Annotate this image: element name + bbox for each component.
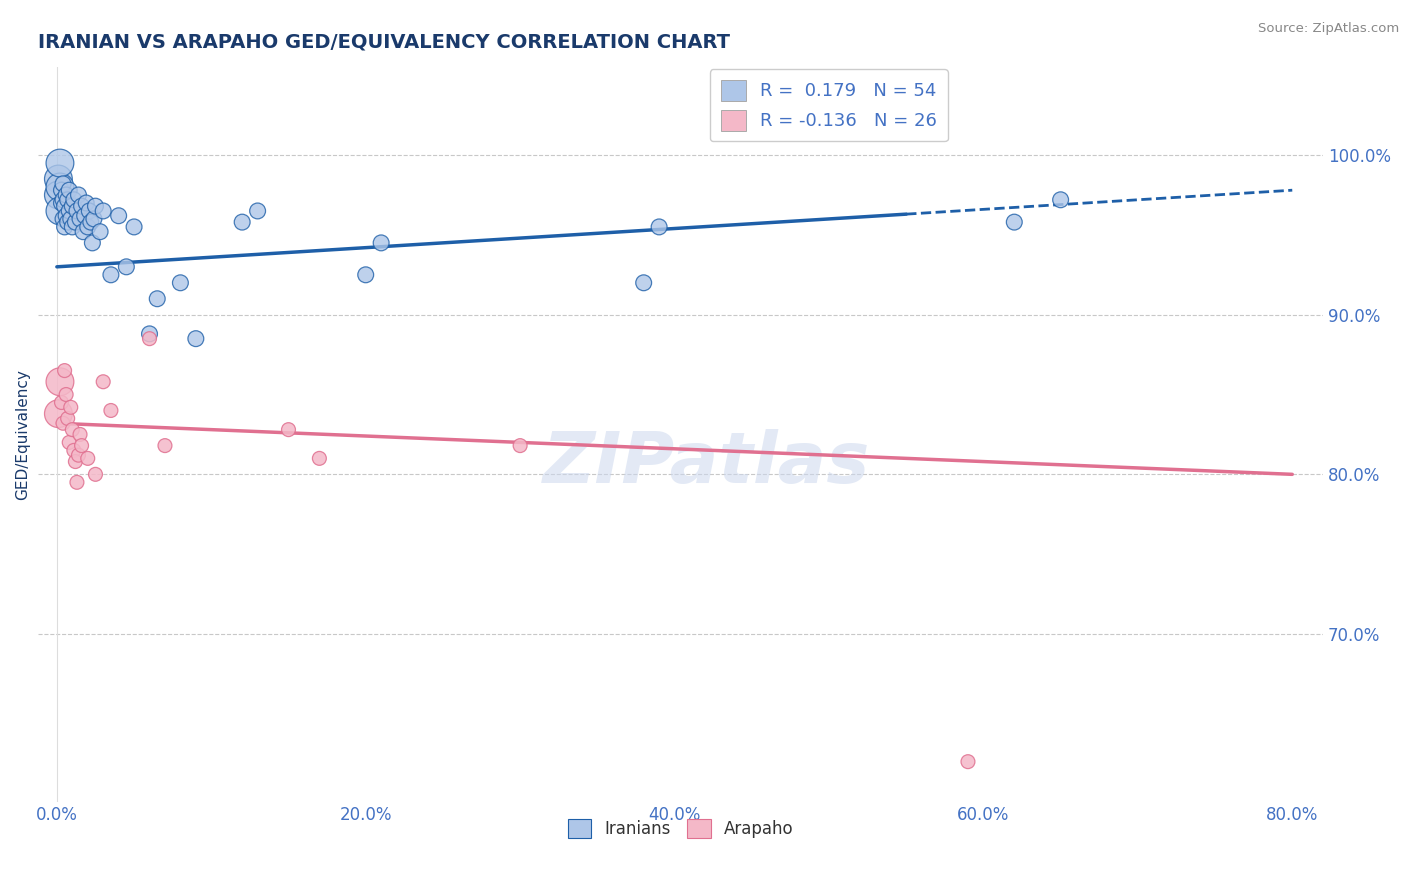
Point xyxy=(72,225,94,239)
Point xyxy=(48,188,70,202)
Point xyxy=(65,215,87,229)
Text: Source: ZipAtlas.com: Source: ZipAtlas.com xyxy=(1258,22,1399,36)
Point xyxy=(1002,215,1025,229)
Point xyxy=(76,451,98,466)
Point xyxy=(70,439,93,453)
Point xyxy=(63,193,86,207)
Point xyxy=(49,180,72,194)
Point xyxy=(509,439,531,453)
Point xyxy=(56,411,79,425)
Point xyxy=(49,375,72,389)
Point xyxy=(91,203,114,218)
Point xyxy=(48,172,70,186)
Point xyxy=(52,177,75,191)
Point xyxy=(84,467,107,482)
Legend: Iranians, Arapaho: Iranians, Arapaho xyxy=(561,812,800,845)
Y-axis label: GED/Equivalency: GED/Equivalency xyxy=(15,369,30,500)
Point xyxy=(146,292,169,306)
Text: ZIPatlas: ZIPatlas xyxy=(543,429,870,499)
Point xyxy=(52,211,75,226)
Point xyxy=(107,209,129,223)
Point xyxy=(84,199,107,213)
Text: IRANIAN VS ARAPAHO GED/EQUIVALENCY CORRELATION CHART: IRANIAN VS ARAPAHO GED/EQUIVALENCY CORRE… xyxy=(38,33,730,52)
Point xyxy=(91,375,114,389)
Point xyxy=(169,276,191,290)
Point xyxy=(138,326,160,341)
Point xyxy=(67,448,90,462)
Point xyxy=(370,235,392,250)
Point xyxy=(1049,193,1071,207)
Point xyxy=(79,203,101,218)
Point xyxy=(956,755,979,769)
Point xyxy=(83,211,105,226)
Point xyxy=(122,219,145,234)
Point xyxy=(69,211,91,226)
Point xyxy=(63,443,86,458)
Point xyxy=(100,268,122,282)
Point xyxy=(56,215,79,229)
Point xyxy=(55,387,77,401)
Point xyxy=(55,209,77,223)
Point xyxy=(59,211,82,226)
Point xyxy=(100,403,122,417)
Point xyxy=(308,451,330,466)
Point xyxy=(138,332,160,346)
Point xyxy=(55,188,77,202)
Point xyxy=(633,276,655,290)
Point xyxy=(58,435,80,450)
Point xyxy=(66,475,89,490)
Point xyxy=(80,215,103,229)
Point xyxy=(75,196,97,211)
Point xyxy=(648,219,671,234)
Point xyxy=(58,203,80,218)
Point xyxy=(49,156,72,170)
Point xyxy=(153,439,176,453)
Point xyxy=(51,196,73,211)
Point xyxy=(51,395,73,409)
Point xyxy=(246,203,269,218)
Point xyxy=(59,401,82,415)
Point xyxy=(58,183,80,197)
Point xyxy=(60,423,83,437)
Point xyxy=(52,417,75,431)
Point xyxy=(66,203,89,218)
Point xyxy=(51,183,73,197)
Point xyxy=(49,203,72,218)
Point xyxy=(53,219,76,234)
Point xyxy=(82,235,104,250)
Point xyxy=(89,225,111,239)
Point xyxy=(184,332,207,346)
Point xyxy=(60,219,83,234)
Point xyxy=(65,454,87,468)
Point xyxy=(69,427,91,442)
Point xyxy=(277,423,299,437)
Point xyxy=(56,193,79,207)
Point xyxy=(231,215,253,229)
Point xyxy=(67,188,90,202)
Point xyxy=(53,199,76,213)
Point xyxy=(354,268,377,282)
Point xyxy=(52,193,75,207)
Point xyxy=(48,407,70,421)
Point xyxy=(53,363,76,377)
Point xyxy=(73,209,96,223)
Point xyxy=(115,260,138,274)
Point xyxy=(76,219,98,234)
Point xyxy=(70,199,93,213)
Point xyxy=(60,199,83,213)
